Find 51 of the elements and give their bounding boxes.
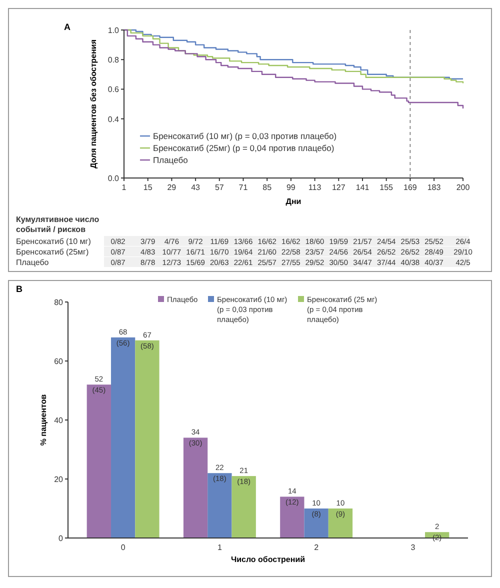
- y-tick-label: 0.0: [108, 174, 120, 183]
- y-tick-label: 0.6: [108, 85, 120, 94]
- x-tick-label: 57: [214, 183, 224, 192]
- y-axis-title: Доля пациентов без обострения: [89, 39, 98, 169]
- y-tick-label: 1.0: [108, 26, 120, 35]
- x-tick-label: 0: [120, 543, 126, 552]
- x-tick-label: 85: [262, 183, 272, 192]
- text: Кумулятивное число событий / рисков: [16, 215, 100, 234]
- bar: [280, 496, 304, 538]
- text: Плацебо: [16, 258, 50, 267]
- chart-title: A: [64, 22, 71, 32]
- bar: [183, 438, 208, 538]
- text: Бренсокатиб (10 мг): [16, 237, 92, 246]
- x-tick-label: 127: [332, 183, 346, 192]
- chart-title: B: [16, 284, 23, 294]
- x-tick-label: 113: [308, 183, 322, 192]
- legend-label: Бренсокатиб (10 мг) (p = 0,03 против плацебо): [153, 131, 337, 141]
- x-axis-title: Число обострений: [230, 555, 306, 564]
- y-tick-label: 0.4: [108, 114, 120, 124]
- y-tick-label: 40: [54, 416, 64, 425]
- bar: [86, 384, 111, 538]
- x-tick-label: 1: [217, 543, 222, 552]
- x-axis-title: Дни: [286, 197, 302, 206]
- y-tick-label: 0.8: [108, 56, 120, 65]
- bar: [135, 340, 160, 538]
- x-tick-label: 43: [191, 183, 201, 192]
- bar: [304, 508, 328, 538]
- bar: [232, 476, 256, 538]
- x-tick-label: 99: [286, 183, 296, 192]
- x-tick-label: 183: [427, 183, 442, 192]
- x-tick-label: 200: [456, 183, 470, 192]
- x-tick-label: 141: [356, 183, 370, 192]
- legend-label: Бренсокатиб (25мг) (p = 0,04 против плацебо): [153, 143, 334, 153]
- x-tick-label: 155: [380, 183, 394, 192]
- x-tick-label: 1: [122, 183, 127, 192]
- text: Бренсокатиб (25мг): [16, 248, 89, 256]
- legend-label: Плацебо: [153, 155, 188, 165]
- x-tick-label: 71: [238, 183, 248, 192]
- x-tick-label: 15: [143, 183, 153, 192]
- y-tick-label: 0: [58, 534, 64, 543]
- y-tick-label: 60: [54, 357, 64, 366]
- x-tick-label: 29: [167, 183, 177, 192]
- x-tick-label: 169: [404, 183, 418, 192]
- y-axis-title: % пациентов: [39, 394, 48, 446]
- x-tick-label: 3: [410, 543, 416, 552]
- y-tick-label: 80: [54, 298, 64, 307]
- x-tick-label: 2: [314, 543, 320, 552]
- bar: [328, 508, 353, 538]
- bar: [208, 473, 232, 538]
- y-tick-label: 20: [54, 475, 64, 484]
- bar: [110, 337, 136, 538]
